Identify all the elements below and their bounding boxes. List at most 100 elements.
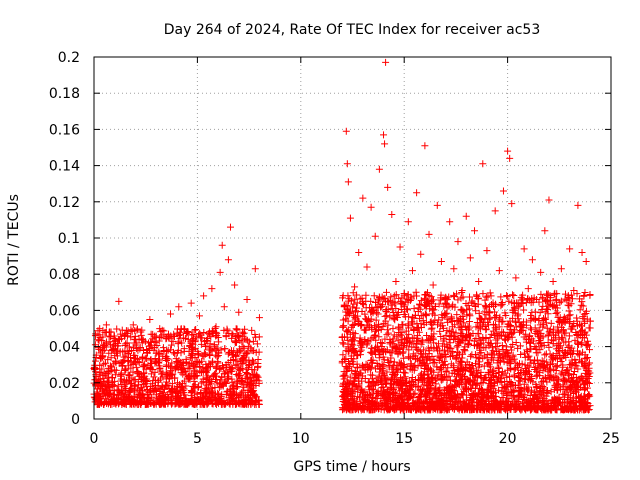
data-point: [121, 341, 129, 349]
data-point: [563, 397, 571, 405]
data-point: [109, 345, 117, 353]
data-point: [394, 378, 402, 386]
data-point: [355, 248, 363, 256]
data-point: [530, 396, 538, 404]
data-point: [479, 378, 487, 386]
data-point: [374, 295, 382, 303]
data-point: [143, 346, 151, 354]
data-point: [435, 316, 443, 324]
data-point: [583, 378, 591, 386]
data-point: [394, 323, 402, 331]
data-point: [552, 295, 560, 303]
data-point: [133, 401, 141, 409]
data-point: [110, 335, 118, 343]
data-point: [413, 345, 421, 353]
data-point: [402, 379, 410, 387]
data-point: [362, 326, 370, 334]
data-point: [401, 308, 409, 316]
data-point: [350, 300, 358, 308]
data-point: [547, 400, 555, 408]
data-point: [569, 376, 577, 384]
data-point: [413, 320, 421, 328]
data-point: [241, 325, 249, 333]
data-point: [230, 347, 238, 355]
y-tick-label: 0.14: [49, 159, 80, 175]
data-point: [107, 341, 115, 349]
data-point: [526, 399, 534, 407]
data-point: [411, 364, 419, 372]
data-point: [544, 368, 552, 376]
data-point: [485, 370, 493, 378]
data-point: [174, 364, 182, 372]
data-point: [232, 332, 240, 340]
data-point: [117, 389, 125, 397]
data-point: [452, 376, 460, 384]
data-point: [191, 400, 199, 408]
data-point: [502, 343, 510, 351]
data-point: [582, 406, 590, 414]
x-tick-label: 20: [499, 431, 517, 447]
data-point: [529, 378, 537, 386]
data-point: [553, 362, 561, 370]
data-point: [539, 333, 547, 341]
data-point: [132, 363, 140, 371]
data-point: [582, 307, 590, 315]
data-point: [226, 363, 234, 371]
data-point: [199, 378, 207, 386]
data-point: [213, 329, 221, 337]
data-point: [482, 293, 490, 301]
data-point: [107, 354, 115, 362]
data-point: [437, 258, 445, 266]
data-point: [146, 386, 154, 394]
data-point: [459, 307, 467, 315]
data-point: [209, 373, 217, 381]
data-point: [453, 290, 461, 298]
data-point: [459, 337, 467, 345]
data-point: [237, 347, 245, 355]
data-point: [174, 382, 182, 390]
data-point: [506, 154, 514, 162]
data-point: [101, 328, 109, 336]
data-point: [511, 396, 519, 404]
data-point: [442, 294, 450, 302]
data-point: [487, 366, 495, 374]
data-point: [499, 187, 507, 195]
data-point: [560, 375, 568, 383]
data-point: [188, 331, 196, 339]
data-point: [564, 301, 572, 309]
data-point: [469, 381, 477, 389]
data-point: [145, 391, 153, 399]
data-point: [526, 332, 534, 340]
data-point: [454, 341, 462, 349]
data-point: [484, 385, 492, 393]
data-point: [487, 330, 495, 338]
data-point: [200, 352, 208, 360]
data-point: [104, 368, 112, 376]
data-point: [498, 394, 506, 402]
data-point: [382, 317, 390, 325]
data-point: [578, 248, 586, 256]
data-point: [381, 392, 389, 400]
data-point: [343, 327, 351, 335]
data-point: [496, 399, 504, 407]
data-point: [501, 401, 509, 409]
data-point: [541, 227, 549, 235]
x-tick-label: 0: [90, 431, 99, 447]
data-point: [367, 348, 375, 356]
data-point: [225, 374, 233, 382]
data-point: [382, 288, 390, 296]
data-point: [95, 337, 103, 345]
data-point: [444, 364, 452, 372]
data-point: [127, 380, 135, 388]
data-point: [389, 389, 397, 397]
data-point: [220, 364, 228, 372]
data-point: [172, 389, 180, 397]
data-point: [414, 337, 422, 345]
data-point: [489, 373, 497, 381]
data-point: [471, 227, 479, 235]
data-point: [539, 392, 547, 400]
data-point: [580, 395, 588, 403]
data-point: [352, 367, 360, 375]
data-point: [129, 368, 137, 376]
data-point: [244, 394, 252, 402]
